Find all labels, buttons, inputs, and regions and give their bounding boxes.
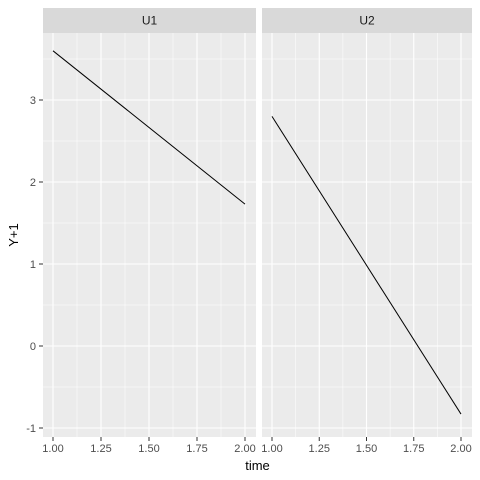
x-tick-label: 1.00 (42, 443, 63, 455)
x-tick-label: 1.25 (90, 443, 111, 455)
y-tick-label: 0 (30, 341, 36, 353)
x-tick-label: 2.00 (450, 443, 471, 455)
x-tick-label: 1.75 (186, 443, 207, 455)
x-tick-label: 1.50 (356, 443, 377, 455)
x-tick-label: 1.25 (309, 443, 330, 455)
facet-strip-2 (262, 8, 472, 33)
x-tick-label: 1.50 (138, 443, 159, 455)
x-tick-label: 1.00 (261, 443, 282, 455)
facet-strip-label: U1 (142, 14, 158, 28)
y-tick-label: 1 (30, 259, 36, 271)
facet-strip-label: U2 (359, 14, 375, 28)
series-line-U1 (52, 50, 246, 205)
x-tick-label: 1.75 (403, 443, 424, 455)
y-tick-label: -1 (26, 423, 36, 435)
y-tick-label: 3 (30, 95, 36, 107)
y-tick-label: 2 (30, 177, 36, 189)
y-axis-title: Y+1 (6, 223, 21, 247)
x-axis-title: time (245, 458, 270, 473)
x-tick-label: 2.00 (234, 443, 255, 455)
series-line-U2 (271, 116, 462, 415)
facet-strip-1 (43, 8, 256, 33)
